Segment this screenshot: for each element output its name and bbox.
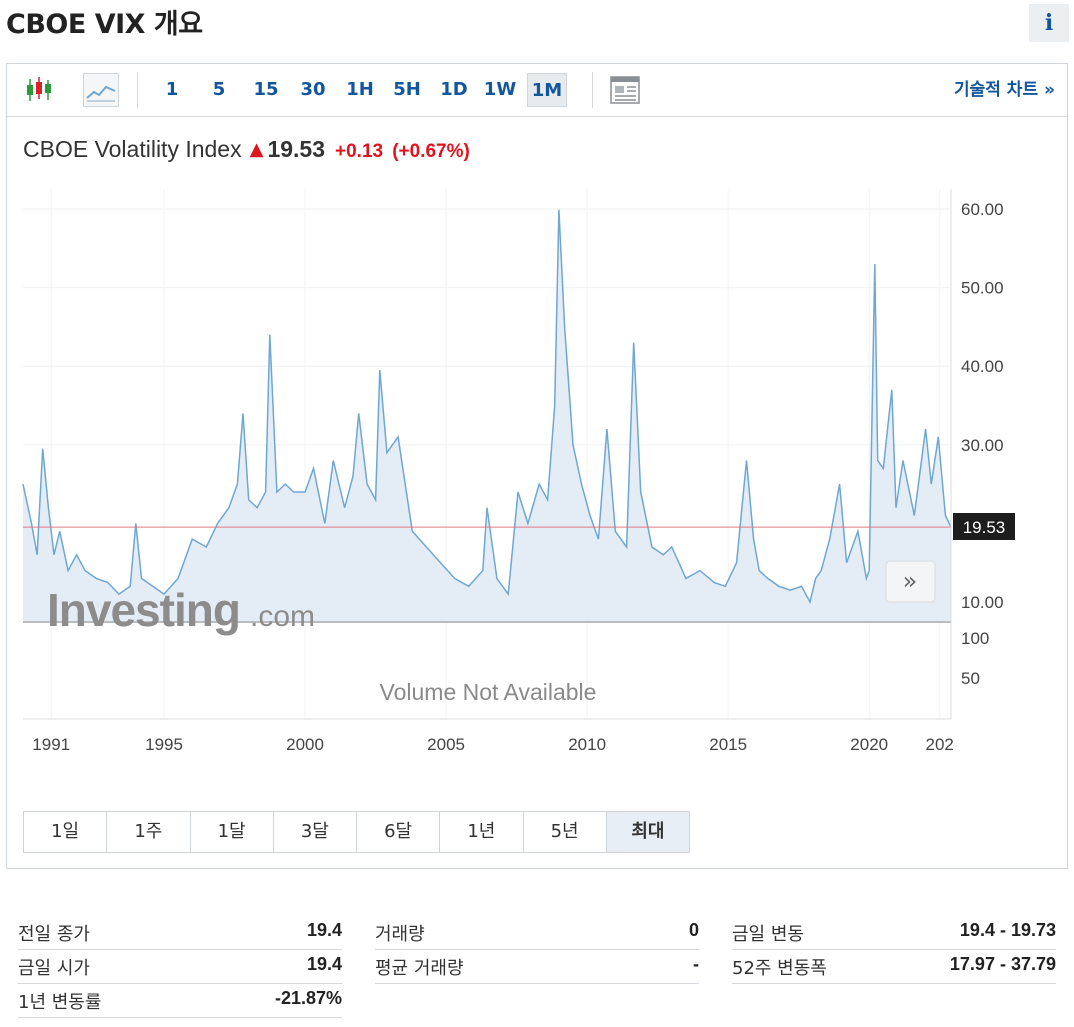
quote-header: CBOE Volatility Index ▲ 19.53 +0.13 (+0.67%… [23, 134, 470, 164]
stat-row: 평균 거래량 - [375, 950, 699, 984]
price-chart[interactable]: 60.00 50.00 40.00 30.00 10.00 100 50 1991 1995 2… [7, 64, 1067, 764]
x-axis-ticks: 1991 1995 2000 2005 2010 2015 2020 202 [32, 735, 954, 754]
line-chart-icon[interactable] [83, 73, 119, 107]
watermark-suffix: .com [250, 600, 315, 633]
timeframe-1[interactable]: 1 [165, 79, 179, 100]
stat-row: 전일 종가 19.4 [18, 916, 342, 950]
toolbar-divider [592, 72, 593, 108]
volume-tick-label: 100 [961, 629, 989, 648]
stat-value: 19.4 - 19.73 [959, 920, 1056, 940]
range-button[interactable]: 1일 [24, 812, 108, 852]
x-tick-label: 2015 [709, 735, 747, 754]
y-axis-ticks: 60.00 50.00 40.00 30.00 10.00 100 50 [961, 200, 1004, 688]
page-title: CBOE VIX 개요 [6, 9, 203, 40]
y-tick-label: 40.00 [961, 357, 1004, 376]
stat-label: 금일 시가 [18, 958, 90, 979]
last-price: 19.53 [267, 136, 326, 162]
timeframe-1d[interactable]: 1D [440, 79, 468, 100]
y-tick-label: 50.00 [961, 279, 1004, 298]
range-button[interactable]: 1년 [440, 812, 524, 852]
last-price-badge: 19.53 [953, 513, 1015, 540]
range-selector: 1일 1주 1달 3달 6달 1년 5년 최대 [23, 811, 690, 853]
y-tick-label: 60.00 [961, 200, 1004, 219]
toolbar-divider [137, 72, 138, 108]
stat-row: 금일 시가 19.4 [18, 950, 342, 984]
price-line [22, 209, 952, 605]
instrument-name: CBOE Volatility Index [23, 136, 242, 162]
range-button[interactable]: 3달 [274, 812, 357, 852]
stat-label: 거래량 [375, 924, 425, 945]
news-overlay-icon[interactable] [607, 73, 643, 107]
x-tick-label: 2010 [568, 735, 606, 754]
x-tick-label: 1995 [145, 735, 183, 754]
y-tick-label: 30.00 [961, 436, 1004, 455]
stat-value: -21.87% [274, 988, 342, 1008]
price-change-percent: (+0.67%) [392, 141, 470, 162]
y-tick-label: 10.00 [961, 593, 1004, 612]
timeframe-1w[interactable]: 1W [483, 79, 517, 100]
chart-toolbar: 1 5 15 30 1H 5H 1D 1W 1M 기술적 차트 » [7, 64, 1067, 117]
stat-label: 전일 종가 [18, 924, 90, 945]
stat-row: 금일 변동 19.4 - 19.73 [732, 916, 1056, 950]
stat-value: 19.4 [306, 954, 342, 974]
price-area-fill [23, 209, 951, 623]
info-button[interactable]: i [1029, 4, 1069, 42]
range-button[interactable]: 최대 [606, 812, 689, 852]
scroll-right-button[interactable]: » [885, 560, 936, 603]
stat-row: 52주 변동폭 17.97 - 37.79 [732, 950, 1056, 984]
timeframe-1m[interactable]: 1M [527, 73, 567, 107]
stat-row: 거래량 0 [375, 916, 699, 950]
stat-label: 평균 거래량 [375, 958, 464, 979]
x-tick-label: 2000 [286, 735, 324, 754]
stat-label: 52주 변동폭 [732, 958, 827, 979]
double-chevron-right-icon: » [903, 567, 918, 595]
range-button[interactable]: 5년 [524, 812, 607, 852]
stats-column-1: 전일 종가 19.4 금일 시가 19.4 1년 변동률 -21.87% [18, 916, 342, 1018]
stats-column-3: 금일 변동 19.4 - 19.73 52주 변동폭 17.97 - 37.79 [732, 916, 1056, 984]
range-button[interactable]: 6달 [357, 812, 441, 852]
timeframe-5h[interactable]: 5H [393, 79, 421, 100]
range-button[interactable]: 1달 [191, 812, 274, 852]
stats-column-2: 거래량 0 평균 거래량 - [375, 916, 699, 984]
investing-watermark: Investing .com [47, 584, 315, 636]
chart-widget: 1 5 15 30 1H 5H 1D 1W 1M 기술적 차트 » CBOE Volatilit… [6, 63, 1068, 869]
last-price-badge-label: 19.53 [963, 518, 1006, 537]
watermark-brand: Investing [47, 584, 240, 636]
stat-value: - [693, 954, 699, 974]
timeframe-30[interactable]: 30 [300, 79, 326, 100]
range-button[interactable]: 1주 [107, 812, 191, 852]
volume-message: Volume Not Available [380, 679, 597, 705]
x-tick-label: 2020 [850, 735, 888, 754]
stat-label: 1년 변동률 [18, 992, 102, 1013]
x-tick-label: 1991 [32, 735, 70, 754]
stat-row: 1년 변동률 -21.87% [18, 984, 342, 1018]
x-tick-label: 2005 [427, 735, 465, 754]
candlestick-chart-icon[interactable] [21, 73, 57, 107]
volume-tick-label: 50 [961, 669, 980, 688]
stat-label: 금일 변동 [732, 924, 804, 945]
timeframe-5[interactable]: 5 [212, 79, 226, 100]
timeframe-15[interactable]: 15 [253, 79, 279, 100]
technical-chart-link[interactable]: 기술적 차트 » [953, 80, 1055, 100]
stat-value: 19.4 [306, 920, 342, 940]
stat-value: 17.97 - 37.79 [949, 954, 1056, 974]
stat-value: 0 [688, 920, 699, 940]
x-tick-label: 202 [926, 735, 954, 754]
price-change: +0.13 [335, 141, 384, 162]
chart-grid [23, 189, 951, 719]
up-arrow-icon: ▲ [249, 139, 264, 160]
timeframe-1h[interactable]: 1H [346, 79, 374, 100]
